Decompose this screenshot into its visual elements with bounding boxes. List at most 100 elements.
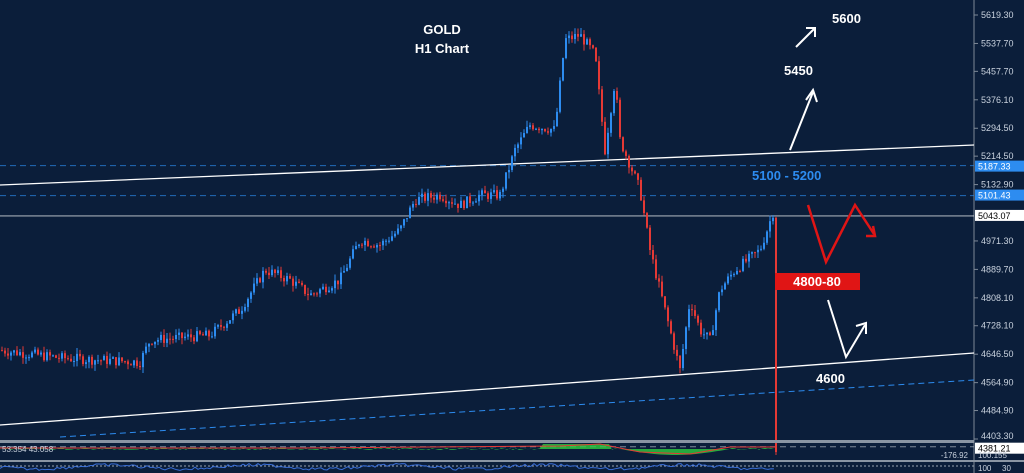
- candle-body: [142, 352, 144, 368]
- candle-body: [121, 357, 123, 362]
- target-4600: 4600: [816, 371, 845, 386]
- candle-body: [550, 128, 552, 133]
- candle-body: [139, 365, 141, 368]
- candle-body: [169, 338, 171, 340]
- y-tick-label: 4403.30: [981, 431, 1014, 441]
- candle-body: [601, 89, 603, 122]
- y-tick-label: 5214.50: [981, 151, 1014, 161]
- candle-body: [724, 283, 726, 290]
- candle-body: [469, 196, 471, 203]
- candle-body: [739, 270, 741, 272]
- price-level-label: 4381.21: [978, 444, 1011, 454]
- candle-body: [247, 298, 249, 307]
- red-zigzag-arrow: [806, 202, 877, 266]
- lower-channel-line: [0, 352, 975, 426]
- y-tick-label: 5294.50: [981, 123, 1014, 133]
- candle-body: [766, 231, 768, 243]
- candle-body: [481, 190, 483, 195]
- candle-body: [544, 128, 546, 132]
- candle-body: [331, 288, 333, 291]
- candle-body: [535, 128, 537, 130]
- oscillator-signal-line: [0, 443, 775, 455]
- candle-body: [223, 326, 225, 328]
- candle-body: [643, 200, 645, 214]
- candle-body: [334, 280, 336, 289]
- candle-body: [259, 278, 261, 283]
- candle-body: [262, 270, 264, 283]
- candle-body: [10, 352, 12, 356]
- candle-body: [454, 203, 456, 205]
- candle-body: [55, 355, 57, 358]
- candle-body: [226, 323, 228, 328]
- price-axis: 5619.30 5537.70 5457.70 5376.10 5294.50 5214.…: [974, 10, 1014, 441]
- candle-body: [385, 240, 387, 242]
- candle-body: [529, 125, 531, 127]
- candle-body: [295, 281, 297, 286]
- candle-body: [94, 360, 96, 365]
- candle-body: [511, 156, 513, 170]
- candle-body: [133, 360, 135, 366]
- target-5450: 5450: [784, 63, 813, 78]
- candle-body: [568, 35, 570, 39]
- candle-body: [22, 352, 24, 358]
- candle-body: [772, 217, 774, 222]
- candle-body: [178, 332, 180, 335]
- candle-body: [487, 193, 489, 199]
- arrow-4600: [827, 299, 867, 360]
- candle-body: [745, 258, 747, 262]
- candle-body: [676, 349, 678, 356]
- candle-body: [277, 270, 279, 273]
- candle-body: [433, 197, 435, 200]
- candles: [1, 28, 777, 456]
- candle-body: [346, 267, 348, 272]
- pane-separator: [0, 440, 974, 443]
- candle-body: [340, 272, 342, 285]
- candle-body: [604, 121, 606, 155]
- candle-body: [424, 193, 426, 201]
- y-tick-label: 4484.90: [981, 406, 1014, 416]
- y-tick-label: 4646.50: [981, 349, 1014, 359]
- candle-body: [115, 357, 117, 366]
- candle-body: [673, 333, 675, 350]
- candle-body: [541, 128, 543, 131]
- candle-body: [19, 352, 21, 356]
- candle-body: [634, 171, 636, 174]
- candle-body: [421, 193, 423, 198]
- price-level-label: 5187.33: [978, 162, 1011, 172]
- candle-body: [532, 125, 534, 130]
- candle-body: [427, 193, 429, 201]
- candle-body: [484, 190, 486, 194]
- candle-body: [358, 244, 360, 247]
- candle-body: [754, 252, 756, 254]
- candle-body: [514, 147, 516, 157]
- candle-body: [556, 111, 558, 127]
- candle-body: [472, 202, 474, 204]
- candle-body: [451, 202, 453, 204]
- candle-body: [757, 249, 759, 253]
- candle-body: [736, 270, 738, 275]
- candle-body: [436, 194, 438, 200]
- candle-body: [748, 253, 750, 262]
- candle-body: [70, 358, 72, 362]
- candle-body: [109, 358, 111, 364]
- candle-body: [694, 310, 696, 316]
- candle-body: [214, 326, 216, 337]
- candle-body: [364, 240, 366, 246]
- candle-body: [382, 240, 384, 246]
- candle-body: [721, 289, 723, 293]
- candle-body: [301, 282, 303, 285]
- candle-body: [4, 350, 6, 354]
- candle-body: [253, 283, 255, 293]
- candle-body: [496, 190, 498, 199]
- candle-body: [628, 155, 630, 168]
- candle-body: [652, 250, 654, 260]
- oscillator-axis-bottom: -176.92: [941, 451, 969, 460]
- candle-body: [136, 360, 138, 366]
- y-tick-label: 4564.90: [981, 378, 1014, 388]
- candle-body: [523, 133, 525, 138]
- candle-body: [475, 201, 477, 203]
- price-level-tag: [975, 160, 1024, 172]
- candle-body: [58, 357, 60, 359]
- candle-body: [61, 353, 63, 359]
